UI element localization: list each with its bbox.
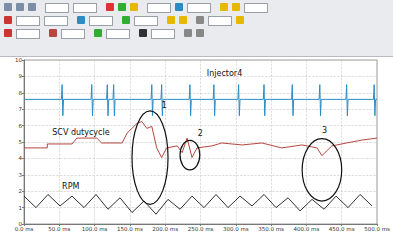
svg-text:400.0 ms: 400.0 ms xyxy=(294,226,320,232)
svg-text:2: 2 xyxy=(19,188,23,194)
svg-text:450.0 ms: 450.0 ms xyxy=(329,226,355,232)
svg-text:350.0 ms: 350.0 ms xyxy=(258,226,284,232)
svg-text:50.0 ms: 50.0 ms xyxy=(48,226,70,232)
svg-text:RPM: RPM xyxy=(62,182,79,191)
svg-text:8: 8 xyxy=(19,90,23,96)
svg-text:1: 1 xyxy=(19,205,23,211)
svg-text:3: 3 xyxy=(19,172,23,178)
svg-text:SCV dutycycle: SCV dutycycle xyxy=(52,128,109,137)
svg-text:500.0 ms: 500.0 ms xyxy=(364,226,390,232)
svg-text:1: 1 xyxy=(162,101,167,110)
svg-text:3: 3 xyxy=(322,126,327,135)
svg-text:5: 5 xyxy=(19,139,23,145)
svg-text:2: 2 xyxy=(198,129,203,138)
svg-text:Injector4: Injector4 xyxy=(207,69,242,78)
svg-text:9: 9 xyxy=(19,73,23,79)
svg-text:150.0 ms: 150.0 ms xyxy=(117,226,143,232)
svg-text:4: 4 xyxy=(19,155,23,161)
svg-text:0: 0 xyxy=(18,221,22,227)
svg-text:6: 6 xyxy=(19,123,23,129)
svg-text:0.0 ms: 0.0 ms xyxy=(15,226,34,232)
svg-text:100.0 ms: 100.0 ms xyxy=(82,226,108,232)
svg-text:10: 10 xyxy=(15,57,22,63)
svg-text:250.0 ms: 250.0 ms xyxy=(188,226,214,232)
svg-text:200.0 ms: 200.0 ms xyxy=(152,226,178,232)
svg-text:7: 7 xyxy=(19,106,23,112)
svg-text:300.0 ms: 300.0 ms xyxy=(223,226,249,232)
